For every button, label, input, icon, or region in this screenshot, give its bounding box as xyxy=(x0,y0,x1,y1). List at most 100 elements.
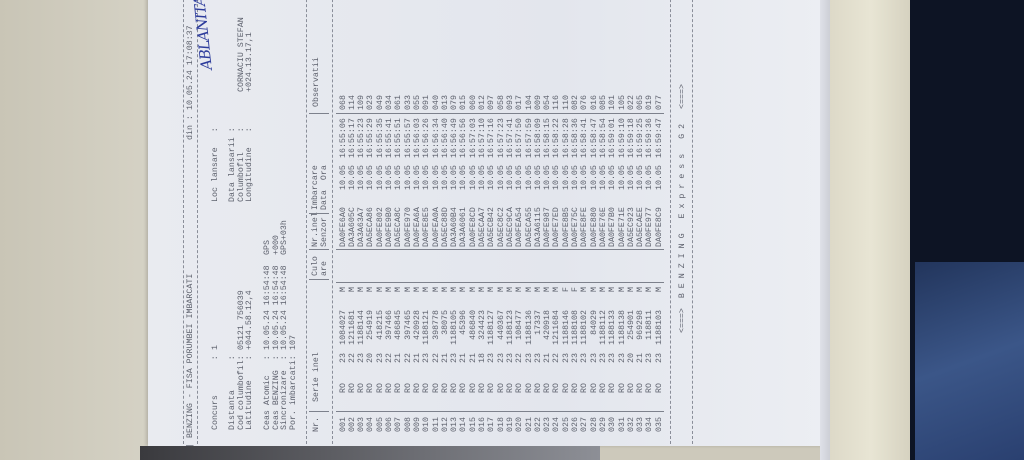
country-code: RO xyxy=(654,383,664,393)
sensor-id: DA5ECAEE xyxy=(636,207,646,247)
sensor-id: DA5ECA55 xyxy=(524,207,534,247)
observation: 110 xyxy=(561,95,571,110)
date: 10.05 xyxy=(403,165,413,190)
row-number: 007 xyxy=(394,417,404,432)
year: 22 xyxy=(515,353,525,363)
latitudine-value: +044.58.12,4 xyxy=(245,290,254,350)
sensor-id: DA5ECAA7 xyxy=(478,207,487,247)
time: 16:58:54 xyxy=(598,118,608,158)
time: 16:55:06 xyxy=(338,118,348,158)
time: 16:55:51 xyxy=(394,118,404,158)
sensor-id: DA0FE71E xyxy=(617,207,627,247)
country-code: RO xyxy=(571,383,580,393)
row-number: 019 xyxy=(505,417,515,432)
time: 16:55:35 xyxy=(375,118,385,158)
sensor-id: DA5EC9CA xyxy=(505,207,515,247)
sensor-id: DA0FEA0A xyxy=(431,207,441,247)
date: 10.05 xyxy=(608,165,618,190)
time: 16:58:22 xyxy=(552,118,562,158)
observation: 049 xyxy=(375,95,385,110)
year: 23 xyxy=(598,353,608,363)
column-divider xyxy=(336,113,664,114)
sex: M xyxy=(385,287,394,292)
observation: 116 xyxy=(552,95,562,110)
country-code: RO xyxy=(608,383,618,393)
ring-number: 118811 xyxy=(645,310,655,340)
ring-number: 1188102 xyxy=(580,310,590,345)
sensor-id: DA0FE7B0 xyxy=(608,207,618,247)
row-number: 032 xyxy=(626,417,636,432)
col-culoare: Culo xyxy=(311,256,320,276)
row-number: 029 xyxy=(598,417,608,432)
column-divider xyxy=(309,213,329,214)
sex: M xyxy=(440,287,450,292)
row-number: 010 xyxy=(422,417,432,432)
observation: 012 xyxy=(478,95,487,110)
row-number: 022 xyxy=(533,417,543,432)
year: 22 xyxy=(552,353,562,363)
sensor-id: DA0FE802 xyxy=(375,207,385,247)
sex: M xyxy=(515,287,525,292)
observation: 109 xyxy=(357,95,367,110)
sex: M xyxy=(375,287,385,292)
observation: 082 xyxy=(571,95,580,110)
col-imbarcare-2: Data Ora xyxy=(320,165,329,210)
sex: M xyxy=(608,287,618,292)
sensor-id: DA0FE75C xyxy=(571,207,580,247)
country-code: RO xyxy=(440,383,450,393)
observation: 061 xyxy=(394,95,404,110)
ring-number: 1188123 xyxy=(505,310,515,345)
ring-number: 969298 xyxy=(636,310,646,340)
country-code: RO xyxy=(431,383,441,393)
row-number: 015 xyxy=(468,417,478,432)
sex: M xyxy=(459,287,469,292)
sex: M xyxy=(580,287,590,292)
country-code: RO xyxy=(412,383,422,393)
table-surface xyxy=(0,0,160,460)
country-code: RO xyxy=(403,383,413,393)
year: 23 xyxy=(654,353,664,363)
ring-number: 1188144 xyxy=(357,310,367,345)
row-number: 031 xyxy=(617,417,627,432)
row-number: 033 xyxy=(636,417,646,432)
time: 16:56:49 xyxy=(450,118,460,158)
observation: 054 xyxy=(543,95,553,110)
date: 10.05 xyxy=(496,165,506,190)
date: 10.05 xyxy=(571,165,580,190)
country-code: RO xyxy=(552,383,562,393)
time: 16:57:23 xyxy=(496,118,506,158)
date: 10.05 xyxy=(422,165,432,190)
sex: M xyxy=(654,287,664,292)
country-code: RO xyxy=(626,383,636,393)
latitudine-label: Latitudine : xyxy=(245,355,254,430)
country-code: RO xyxy=(338,383,348,393)
column-divider xyxy=(336,411,664,412)
row-number: 024 xyxy=(552,417,562,432)
longitudine-label: Longitudine : xyxy=(245,127,254,202)
country-code: RO xyxy=(459,383,469,393)
ring-number: 38075 xyxy=(440,310,450,335)
date: 10.05 xyxy=(440,165,450,190)
observation: 022 xyxy=(626,95,636,110)
ring-number: 1188138 xyxy=(617,310,627,345)
date: 10.05 xyxy=(375,165,385,190)
date: 10.05 xyxy=(450,165,460,190)
time: 16:56:56 xyxy=(459,118,469,158)
sex: M xyxy=(617,287,627,292)
ring-number: 397465 xyxy=(403,310,413,340)
observation: 076 xyxy=(580,95,590,110)
sex: M xyxy=(338,287,348,292)
country-code: RO xyxy=(422,383,432,393)
date: 10.05 xyxy=(338,165,348,190)
date: 10.05 xyxy=(412,165,422,190)
observation: 034 xyxy=(385,95,394,110)
date: 10.05 xyxy=(533,165,543,190)
date: 10.05 xyxy=(580,165,590,190)
sensor-id: DA3A6115 xyxy=(533,207,543,247)
sensor-id: DA5ECB42 xyxy=(487,207,497,247)
observation: 060 xyxy=(468,95,478,110)
sensor-id: DA0FE970 xyxy=(403,207,413,247)
sex: F xyxy=(571,287,580,292)
row-number: 020 xyxy=(515,417,525,432)
ring-number: 486840 xyxy=(468,310,478,340)
